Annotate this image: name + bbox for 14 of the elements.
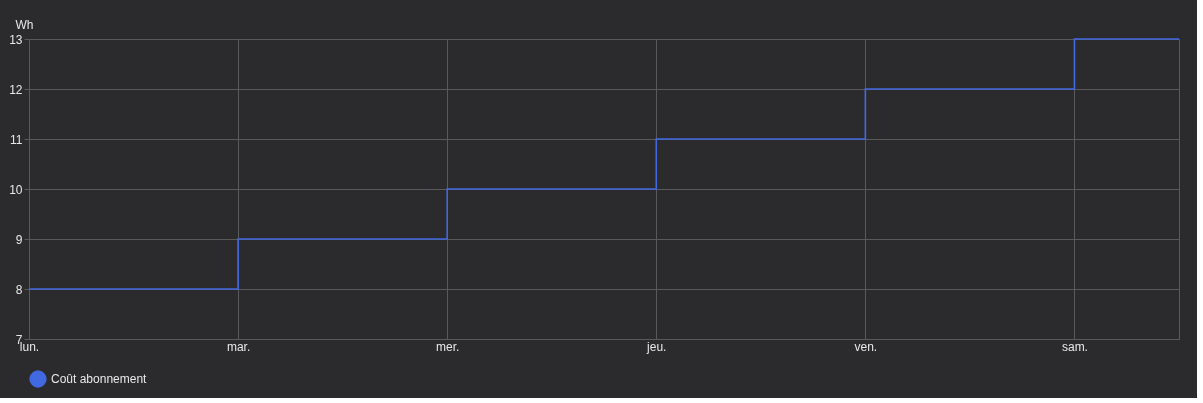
y-axis-title: Wh	[15, 17, 34, 32]
y-tick-label: 11	[10, 132, 23, 147]
x-tick-label: sam.	[1061, 339, 1088, 354]
x-tick-label: lun.	[19, 339, 40, 354]
x-tick-label: jeu.	[646, 339, 667, 354]
y-tick-label: 12	[9, 82, 23, 97]
x-tick-label: mar.	[226, 339, 251, 354]
x-tick-label: mer.	[436, 339, 460, 354]
y-tick-label: 8	[15, 282, 23, 297]
y-tick-label: 10	[9, 182, 23, 197]
y-tick-label: 13	[9, 32, 23, 47]
y-tick-label: 9	[15, 232, 23, 247]
x-tick-label: ven.	[854, 339, 878, 354]
legend-label: Coût abonnement	[51, 372, 148, 386]
